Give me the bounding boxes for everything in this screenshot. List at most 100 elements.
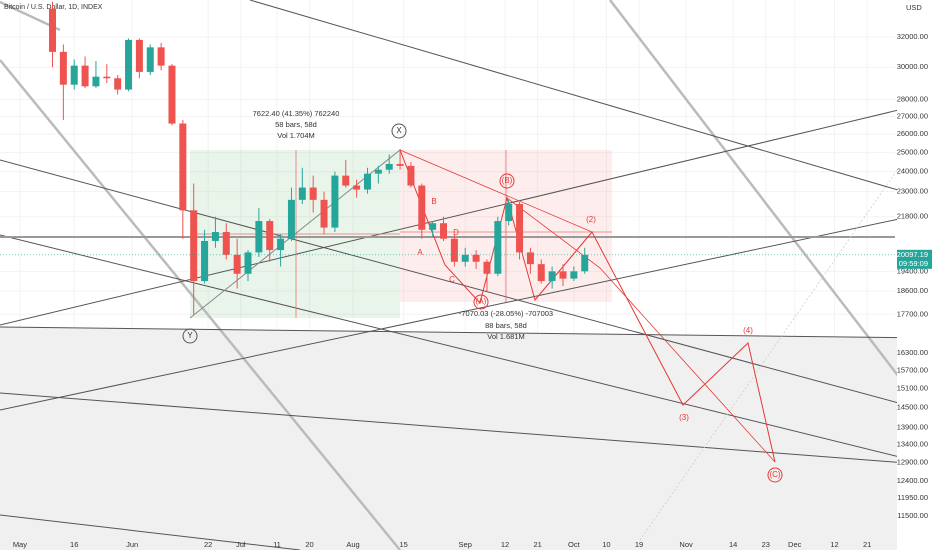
y-tick-label: 12900.00 xyxy=(897,457,928,466)
annotation: (C) xyxy=(769,470,780,479)
y-tick-label: 24000.00 xyxy=(897,167,928,176)
y-tick-label: 14500.00 xyxy=(897,403,928,412)
x-tick-label: May xyxy=(13,540,27,549)
countdown-label: 09:59:09 xyxy=(899,259,928,268)
y-tick-label: 19400.00 xyxy=(897,266,928,275)
annotation: D xyxy=(453,228,459,237)
annotation: (B) xyxy=(502,176,513,185)
candle-body xyxy=(363,173,371,190)
candle-body xyxy=(59,51,67,85)
y-tick-label: 32000.00 xyxy=(897,32,928,41)
annotation: A xyxy=(417,248,423,257)
measure-label: -7070.03 (-28.05%) -707003 xyxy=(459,309,553,318)
chart-title: Bitcoin / U.S. Dollar, 1D, INDEX xyxy=(4,4,103,11)
candle-body xyxy=(570,271,578,279)
candle-body xyxy=(244,252,252,274)
x-tick-label: 21 xyxy=(863,540,871,549)
wave-circle xyxy=(391,123,407,139)
candle-body xyxy=(266,221,274,251)
candle-body xyxy=(440,223,448,239)
candle-body xyxy=(385,163,393,170)
annotation: (2) xyxy=(586,215,596,224)
x-tick-label: Sep xyxy=(459,540,472,549)
measure-label: 58 bars, 58d xyxy=(275,120,317,129)
trend-line xyxy=(0,514,301,550)
candle-body xyxy=(92,76,100,87)
y-tick-label: 27000.00 xyxy=(897,112,928,121)
wave-circle xyxy=(499,173,515,189)
x-tick-label: 22 xyxy=(204,540,212,549)
annotation: C xyxy=(449,275,455,284)
candle-body xyxy=(48,8,56,52)
x-tick-label: 14 xyxy=(729,540,737,549)
x-tick-label: 21 xyxy=(533,540,541,549)
annotation: (3) xyxy=(679,413,689,422)
y-tick-label: 21800.00 xyxy=(897,212,928,221)
elliott-wave xyxy=(506,197,776,463)
candle-body xyxy=(483,261,491,274)
trend-line xyxy=(0,159,932,413)
candle-body xyxy=(125,39,133,90)
candle-body xyxy=(342,175,350,186)
wave-circle xyxy=(182,328,198,344)
last-price-label: 20097.19 xyxy=(897,250,928,259)
candle-body xyxy=(287,199,295,239)
y-tick-label: 28000.00 xyxy=(897,94,928,103)
measure-label: Vol 1.681M xyxy=(487,332,525,341)
annotation: B xyxy=(431,197,436,206)
annotation: Y xyxy=(187,331,193,340)
measure-label: Vol 1.704M xyxy=(277,131,315,140)
candle-body xyxy=(70,65,78,85)
y-tick-label: 11500.00 xyxy=(897,511,928,520)
last-price-box xyxy=(897,249,932,269)
candle-body xyxy=(407,165,415,186)
candle-body xyxy=(255,221,263,253)
candle-body xyxy=(559,271,567,279)
candle-body xyxy=(353,185,361,190)
candle-body xyxy=(157,47,165,66)
candle-body xyxy=(190,210,198,282)
y-tick-label: 26000.00 xyxy=(897,129,928,138)
candle-body xyxy=(179,123,187,211)
candle-body xyxy=(450,238,458,262)
candle-body xyxy=(277,238,285,251)
candle-body xyxy=(331,175,339,228)
wave-circle xyxy=(473,294,489,310)
candle-body xyxy=(494,221,502,274)
candle-body xyxy=(103,76,111,79)
y-tick-label: 15100.00 xyxy=(897,384,928,393)
annotation: (4) xyxy=(743,326,753,335)
candle-body xyxy=(461,254,469,262)
x-tick-label: Nov xyxy=(679,540,693,549)
candle-body xyxy=(548,271,556,282)
x-tick-label: 23 xyxy=(762,540,770,549)
x-tick-label: 12 xyxy=(501,540,509,549)
candle-body xyxy=(135,39,143,72)
candle-body xyxy=(222,231,230,255)
y-tick-label: 23000.00 xyxy=(897,187,928,196)
x-tick-label: Dec xyxy=(788,540,802,549)
wave-circle xyxy=(767,467,783,483)
candle-body xyxy=(146,47,154,72)
candle-body xyxy=(516,204,524,253)
candle-body xyxy=(233,254,241,274)
candle-body xyxy=(374,169,382,174)
x-tick-label: Jul xyxy=(236,540,246,549)
x-tick-label: 19 xyxy=(635,540,643,549)
y-tick-label: 16300.00 xyxy=(897,348,928,357)
trend-line xyxy=(0,211,932,411)
fib-line xyxy=(639,119,932,541)
candle-body xyxy=(81,65,89,87)
y-tick-label: 18600.00 xyxy=(897,286,928,295)
candle-body xyxy=(581,254,589,272)
candle-body xyxy=(418,185,426,230)
y-axis-label: USD xyxy=(906,3,922,12)
x-tick-label: 11 xyxy=(273,540,281,549)
y-tick-label: 15700.00 xyxy=(897,365,928,374)
trend-line xyxy=(0,101,932,326)
x-tick-label: 12 xyxy=(830,540,838,549)
x-tick-label: 10 xyxy=(602,540,610,549)
annotation: X xyxy=(396,126,402,135)
candle-body xyxy=(526,252,534,265)
